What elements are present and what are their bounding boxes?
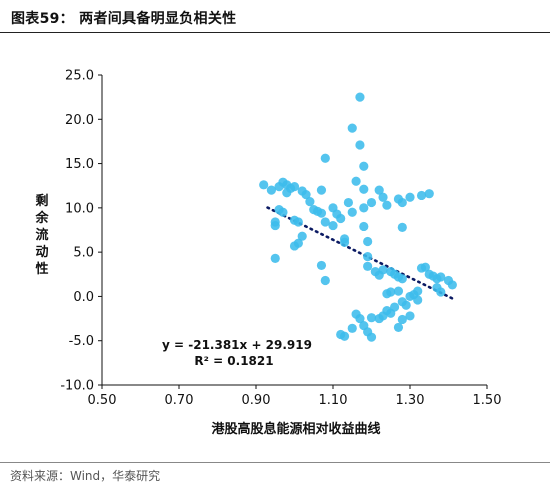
x-tick-label: 1.50 [473, 393, 502, 408]
data-point [420, 262, 430, 272]
data-point [347, 207, 357, 217]
data-point [343, 197, 353, 208]
x-tick-label: 0.70 [165, 393, 194, 408]
data-point [320, 217, 330, 227]
data-point [424, 189, 434, 199]
data-point [320, 275, 330, 286]
x-tick-label: 0.50 [88, 393, 117, 408]
data-point [363, 261, 373, 271]
data-point [336, 213, 346, 224]
data-point [289, 182, 300, 192]
data-point [355, 313, 365, 324]
data-point [301, 189, 311, 200]
data-point [401, 300, 411, 310]
x-tick-label: 0.90 [242, 393, 271, 408]
trendline [266, 206, 454, 300]
y-axis-label: 剩余流动性 [34, 193, 49, 277]
data-point [347, 123, 357, 133]
data-point [366, 313, 377, 323]
regression-equation: y = -21.381x + 29.919 [162, 338, 312, 352]
data-point [393, 322, 404, 333]
data-point [339, 331, 350, 341]
data-point [359, 203, 369, 213]
data-point [386, 287, 396, 297]
data-point [266, 185, 276, 195]
data-point [293, 217, 303, 227]
trendline-layer [266, 206, 454, 300]
data-point [278, 207, 288, 217]
x-tick-label: 1.10 [319, 393, 348, 408]
data-point [416, 190, 427, 201]
figure-title: 图表59： 两者间具备明显负相关性 [11, 11, 237, 27]
data-point [413, 295, 423, 305]
data-point [359, 221, 369, 232]
y-tick-label: 25.0 [65, 69, 94, 84]
r-squared-label: R² = 0.1821 [194, 354, 273, 368]
title-rule [0, 32, 550, 33]
data-point [382, 200, 392, 210]
data-point [270, 253, 280, 263]
data-point [289, 241, 300, 251]
footer-rule [0, 462, 550, 463]
data-point [378, 192, 388, 202]
data-point [359, 184, 369, 194]
y-tick-label: 5.0 [73, 246, 94, 261]
data-point [436, 272, 446, 282]
x-axis-label: 港股高股息能源相对收益曲线 [211, 421, 380, 437]
data-point [390, 302, 400, 312]
data-point [405, 192, 415, 202]
data-point [355, 92, 365, 102]
data-point [316, 260, 327, 271]
data-point [270, 220, 280, 231]
data-point [374, 185, 384, 195]
data-point [316, 208, 327, 218]
data-point [363, 236, 373, 247]
points-layer [259, 92, 457, 342]
x-tick-label: 1.30 [396, 393, 425, 408]
y-tick-label: -5.0 [69, 334, 94, 349]
tick-labels: 0.50 0.70 0.90 1.10 1.30 1.50 25.0 20.0 15.0 10.0… [60, 69, 501, 409]
data-point [351, 176, 361, 186]
data-point [397, 274, 407, 284]
data-point [436, 287, 446, 297]
data-point [397, 222, 407, 232]
data-point [366, 332, 377, 342]
data-point [378, 265, 388, 275]
data-point [397, 197, 407, 208]
data-point [447, 280, 457, 290]
data-point [297, 231, 307, 241]
data-point [393, 286, 404, 296]
source-note: 资料来源：Wind，华泰研究 [10, 469, 161, 483]
data-point [339, 237, 350, 247]
y-tick-label: -10.0 [60, 379, 94, 394]
data-point [320, 153, 330, 163]
y-tick-label: 15.0 [65, 157, 94, 172]
y-tick-label: 10.0 [65, 201, 94, 216]
data-point [305, 197, 315, 207]
data-point [259, 180, 269, 190]
data-point [359, 161, 369, 171]
data-point [316, 185, 327, 195]
data-point [347, 323, 357, 333]
data-point [397, 314, 407, 325]
axes-layer [101, 75, 487, 386]
data-point [366, 197, 377, 208]
data-point [328, 220, 338, 231]
data-point [355, 140, 365, 150]
data-point [363, 251, 373, 262]
data-point [405, 311, 415, 321]
y-tick-label: 20.0 [65, 113, 94, 128]
y-tick-label: 0.0 [73, 290, 94, 305]
